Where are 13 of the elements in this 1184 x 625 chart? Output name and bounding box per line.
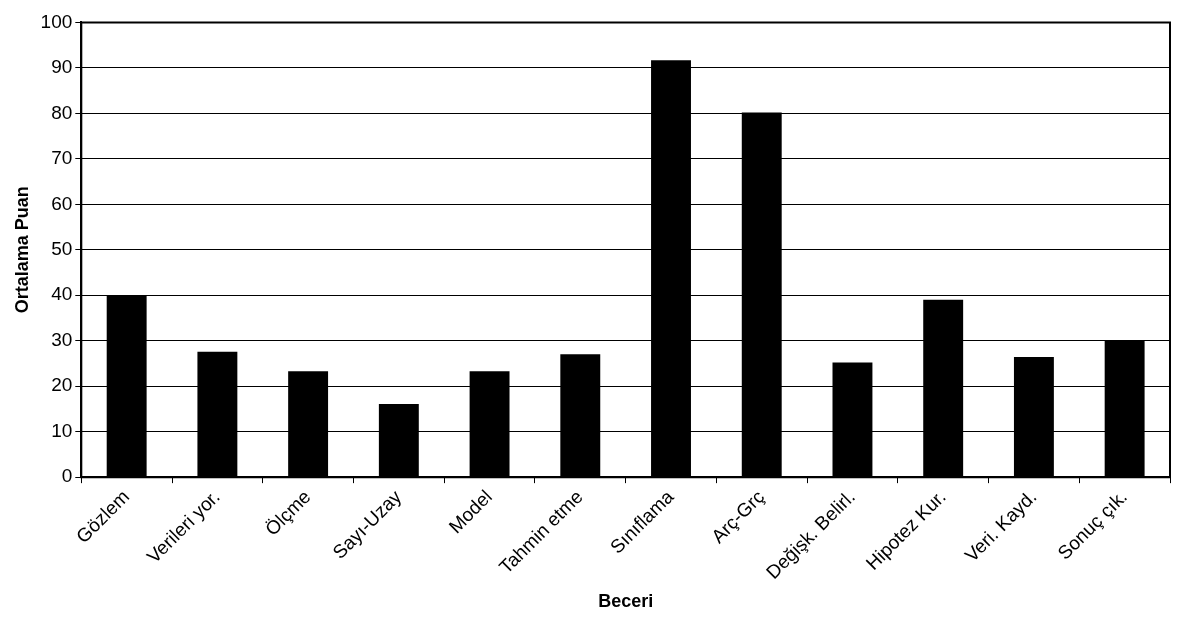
y-tick-label: 50 <box>51 238 73 260</box>
y-axis-title: Ortalama Puan <box>11 186 32 314</box>
y-tick-label: 70 <box>51 147 73 169</box>
y-tick-label: 80 <box>51 101 73 123</box>
y-tick-label: 30 <box>51 328 73 350</box>
y-tick-label: 10 <box>51 419 73 441</box>
y-tick-label: 90 <box>51 56 73 78</box>
y-tick-label: 100 <box>40 10 73 32</box>
y-tick-label: 20 <box>51 374 73 396</box>
y-tick-label: 40 <box>51 283 73 305</box>
y-tick-label: 0 <box>61 465 73 487</box>
x-axis-title: Beceri <box>598 591 654 612</box>
y-tick-label: 60 <box>51 192 73 214</box>
